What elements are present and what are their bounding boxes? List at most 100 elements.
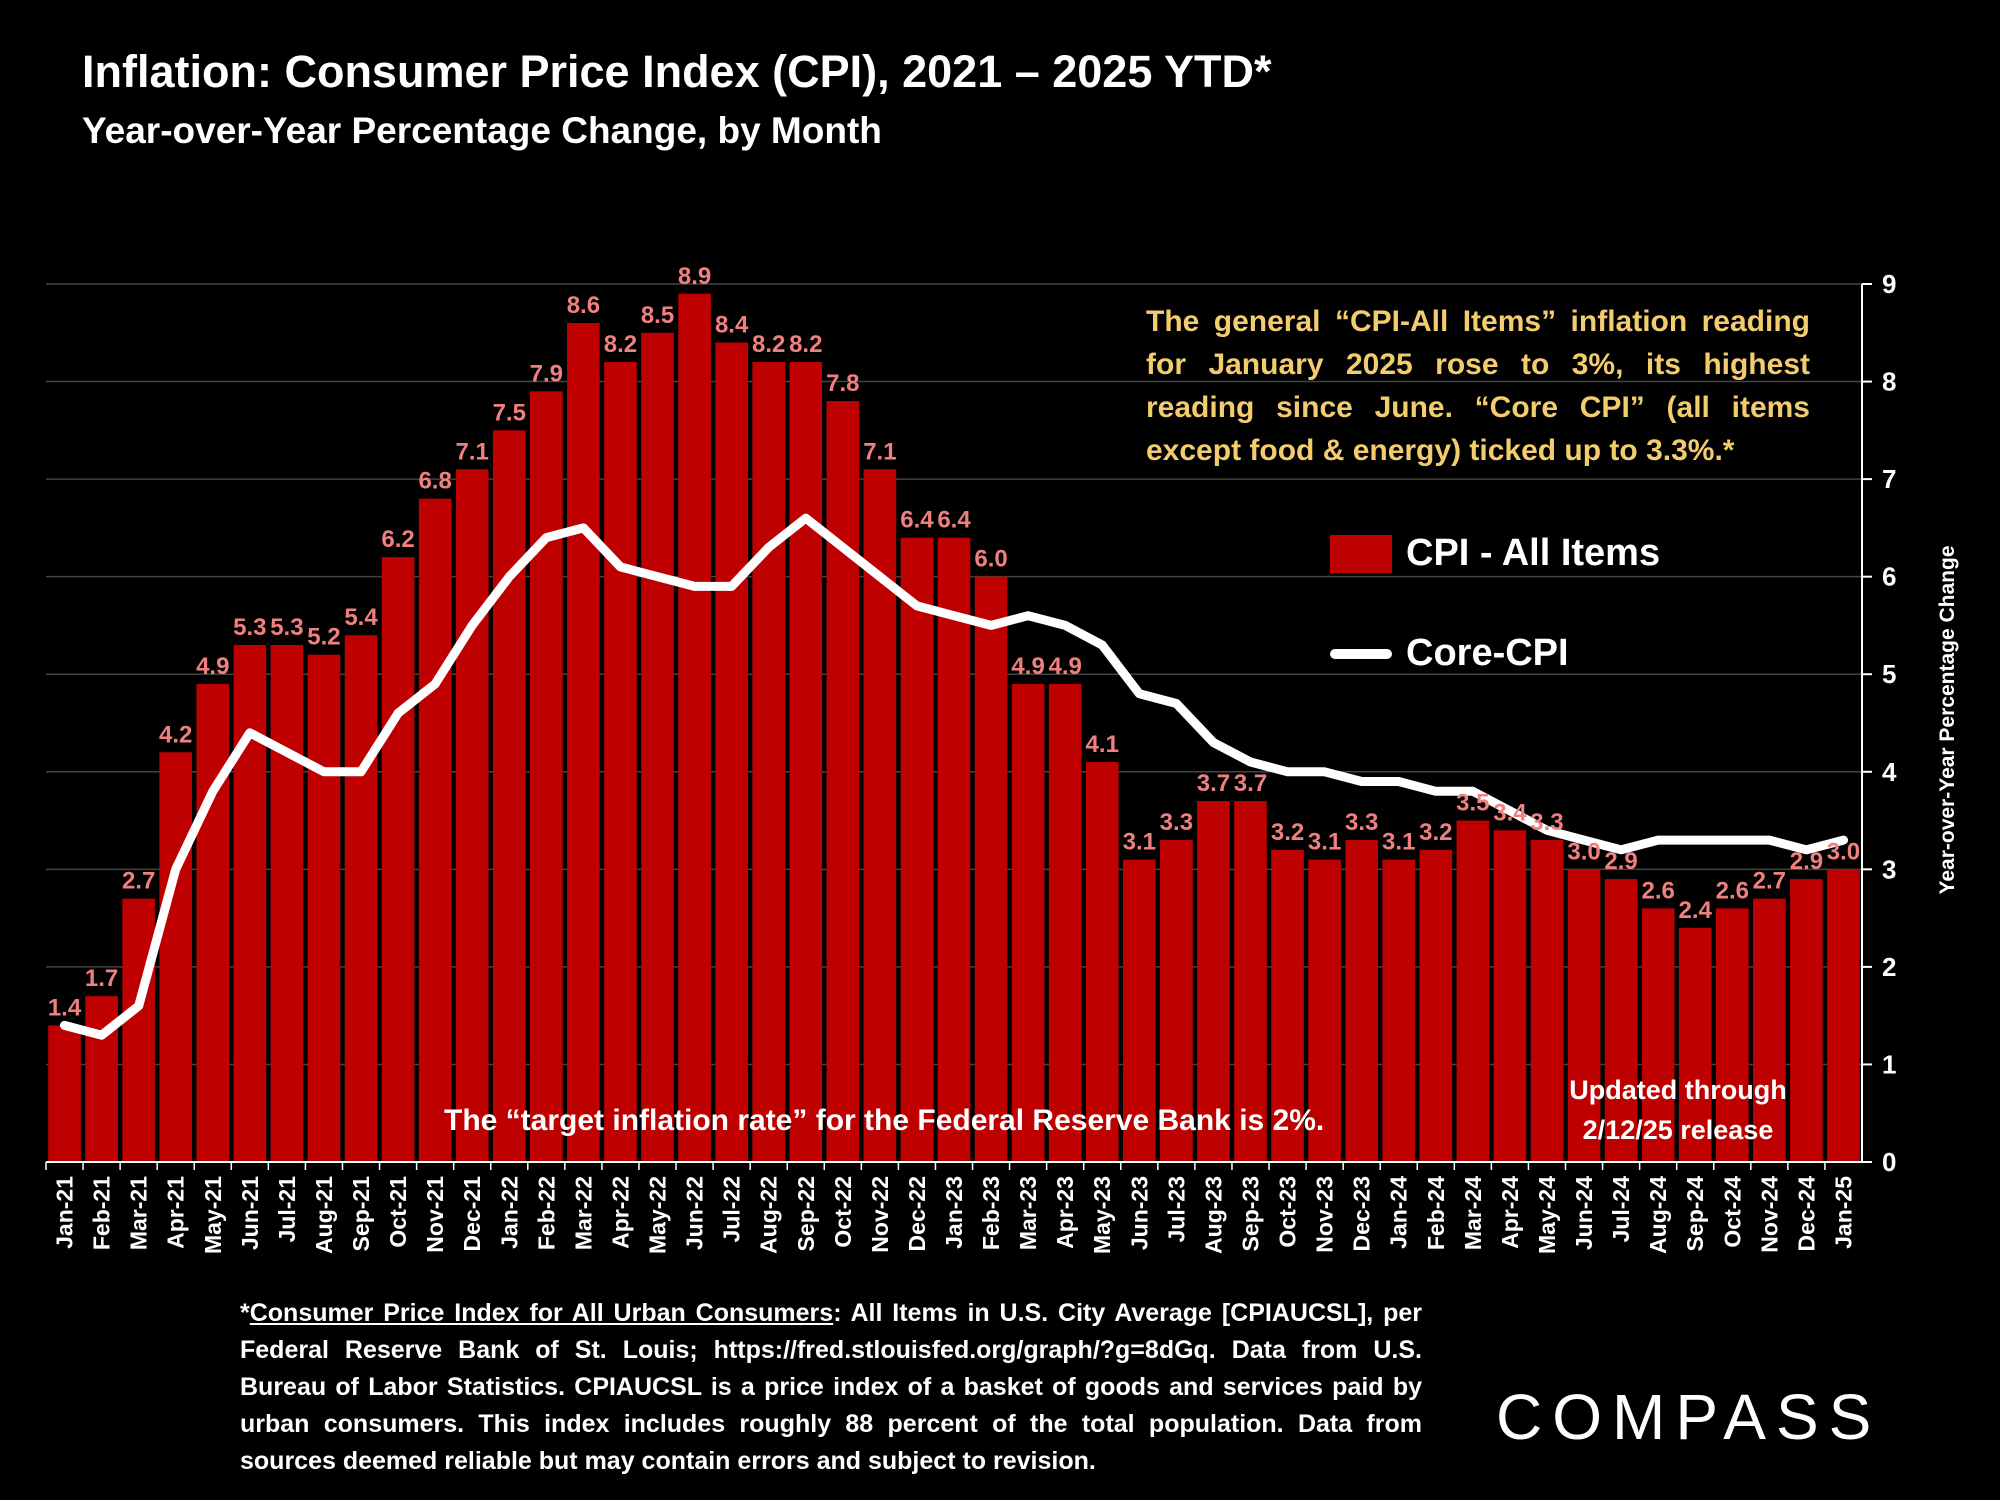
cpi-bar xyxy=(381,557,415,1162)
x-tick-label: Sep-23 xyxy=(1237,1176,1263,1251)
bar-value-label: 8.4 xyxy=(715,312,749,339)
cpi-bar xyxy=(604,362,637,1162)
bar-value-label: 8.9 xyxy=(678,263,711,290)
y-axis-label: Year-over-Year Percentage Change xyxy=(1936,545,1959,895)
x-tick-label: Oct-21 xyxy=(385,1176,411,1248)
bar-value-label: 1.4 xyxy=(48,994,82,1021)
cpi-bar xyxy=(1493,830,1527,1162)
chart-title: Inflation: Consumer Price Index (CPI), 2… xyxy=(82,46,1272,97)
bar-value-label: 5.3 xyxy=(270,614,303,641)
bar-value-label: 3.0 xyxy=(1567,838,1600,865)
cpi-bar xyxy=(1048,683,1082,1162)
bar-value-label: 3.4 xyxy=(1493,799,1527,826)
y-tick-label: 2 xyxy=(1882,952,1896,982)
x-tick-label: Dec-24 xyxy=(1793,1176,1819,1252)
x-tick-label: Apr-23 xyxy=(1052,1176,1078,1249)
x-tick-label: May-24 xyxy=(1534,1176,1560,1254)
bar-value-label: 7.9 xyxy=(530,360,563,387)
bar-value-label: 5.3 xyxy=(233,614,266,641)
cpi-bar xyxy=(1530,840,1564,1162)
bar-value-label: 8.2 xyxy=(604,331,637,358)
bar-value-label: 3.0 xyxy=(1827,838,1860,865)
legend-core-cpi: Core-CPI xyxy=(1330,632,1569,675)
bar-value-label: 8.2 xyxy=(789,331,822,358)
updated-note: Updated through 2/12/25 release xyxy=(1538,1070,1818,1150)
bar-value-label: 3.5 xyxy=(1456,790,1489,817)
bar-value-label: 6.8 xyxy=(418,468,451,495)
y-tick-label: 1 xyxy=(1882,1049,1896,1079)
x-tick-label: Sep-22 xyxy=(793,1176,819,1251)
cpi-bar xyxy=(159,752,193,1162)
x-tick-label: Feb-22 xyxy=(533,1176,559,1250)
cpi-bar xyxy=(307,654,341,1162)
y-tick-label: 8 xyxy=(1882,367,1896,397)
x-tick-label: May-23 xyxy=(1089,1176,1115,1254)
cpi-bar xyxy=(492,430,526,1162)
bar-value-label: 3.1 xyxy=(1382,829,1415,856)
legend-bar-swatch xyxy=(1330,534,1392,573)
cpi-bar xyxy=(1308,859,1341,1162)
bar-value-label: 3.3 xyxy=(1160,809,1193,836)
x-tick-label: Sep-21 xyxy=(348,1176,374,1252)
cpi-bar xyxy=(1382,859,1416,1162)
cpi-bar xyxy=(122,898,155,1162)
bar-value-label: 1.7 xyxy=(85,965,118,992)
x-tick-label: Jul-22 xyxy=(719,1176,745,1242)
x-tick-label: Mar-24 xyxy=(1460,1176,1486,1250)
x-tick-label: Sep-24 xyxy=(1682,1176,1708,1252)
bar-value-label: 2.9 xyxy=(1790,848,1823,875)
x-tick-label: May-22 xyxy=(645,1176,671,1254)
bar-value-label: 2.6 xyxy=(1716,877,1749,904)
bar-value-label: 2.7 xyxy=(122,868,155,895)
y-tick-label: 0 xyxy=(1882,1147,1896,1177)
cpi-bar xyxy=(196,683,230,1162)
cpi-bar xyxy=(1456,820,1490,1162)
y-tick-label: 6 xyxy=(1882,562,1896,592)
axes: 0 1 2 3 4 5 6 7 8 9 Jan-21 Feb-21 Mar-21 Apr-21 May-21… xyxy=(45,269,1897,1254)
x-tick-label: Aug-21 xyxy=(311,1176,337,1254)
x-tick-label: Jan-22 xyxy=(496,1176,522,1249)
cpi-bar xyxy=(418,498,452,1163)
bar-value-label: 3.1 xyxy=(1123,829,1156,856)
core-cpi-line-group xyxy=(60,513,1848,1040)
bar-value-label: 6.0 xyxy=(974,546,1007,573)
compass-logo: COMPASS xyxy=(1496,1381,1882,1453)
x-tick-label: Jul-21 xyxy=(274,1176,300,1243)
updated-note-line-2: 2/12/25 release xyxy=(1582,1115,1774,1145)
x-tick-label: Oct-23 xyxy=(1275,1176,1301,1248)
fed-target-note: The “target inflation rate” for the Fede… xyxy=(444,1104,1325,1137)
x-tick-label: Jul-24 xyxy=(1608,1176,1634,1243)
updated-note-line-1: Updated through xyxy=(1569,1075,1787,1105)
x-tick-label: Apr-22 xyxy=(607,1176,633,1249)
bar-value-label: 6.4 xyxy=(937,507,971,534)
cpi-bar xyxy=(641,332,674,1162)
cpi-bar xyxy=(455,469,489,1162)
x-tick-label: Jan-21 xyxy=(52,1176,78,1249)
footnote-link[interactable]: Consumer Price Index for All Urban Consu… xyxy=(249,1299,834,1327)
x-tick-label: Mar-22 xyxy=(570,1176,596,1250)
chart-subtitle: Year-over-Year Percentage Change, by Mon… xyxy=(82,110,882,151)
x-tick-label: Oct-24 xyxy=(1719,1176,1745,1248)
bar-value-label: 5.4 xyxy=(344,604,378,631)
cpi-bars xyxy=(48,293,1860,1163)
y-tick-label: 7 xyxy=(1882,464,1896,494)
bar-value-label: 4.9 xyxy=(196,653,229,680)
cpi-bar xyxy=(1234,801,1267,1162)
cpi-bar xyxy=(715,342,748,1162)
legend-bar-label: CPI - All Items xyxy=(1406,532,1661,574)
cpi-bar xyxy=(974,576,1008,1162)
bar-value-label: 8.2 xyxy=(752,331,785,358)
legend-line-label: Core-CPI xyxy=(1406,632,1569,674)
bar-value-label: 8.6 xyxy=(567,292,600,319)
bar-value-label: 6.2 xyxy=(381,526,414,553)
core-cpi-line xyxy=(60,513,1848,1040)
x-tick-label: Mar-21 xyxy=(126,1176,152,1250)
x-tick-label: Oct-22 xyxy=(830,1176,856,1248)
bar-value-label: 2.7 xyxy=(1753,868,1786,895)
x-tick-label: May-21 xyxy=(200,1176,226,1254)
bar-value-label: 3.7 xyxy=(1197,770,1230,797)
bar-value-label: 7.5 xyxy=(493,399,526,426)
footnote-body: : All Items in U.S. City Average [CPIAUC… xyxy=(240,1299,1422,1475)
cpi-bar xyxy=(1827,869,1860,1162)
